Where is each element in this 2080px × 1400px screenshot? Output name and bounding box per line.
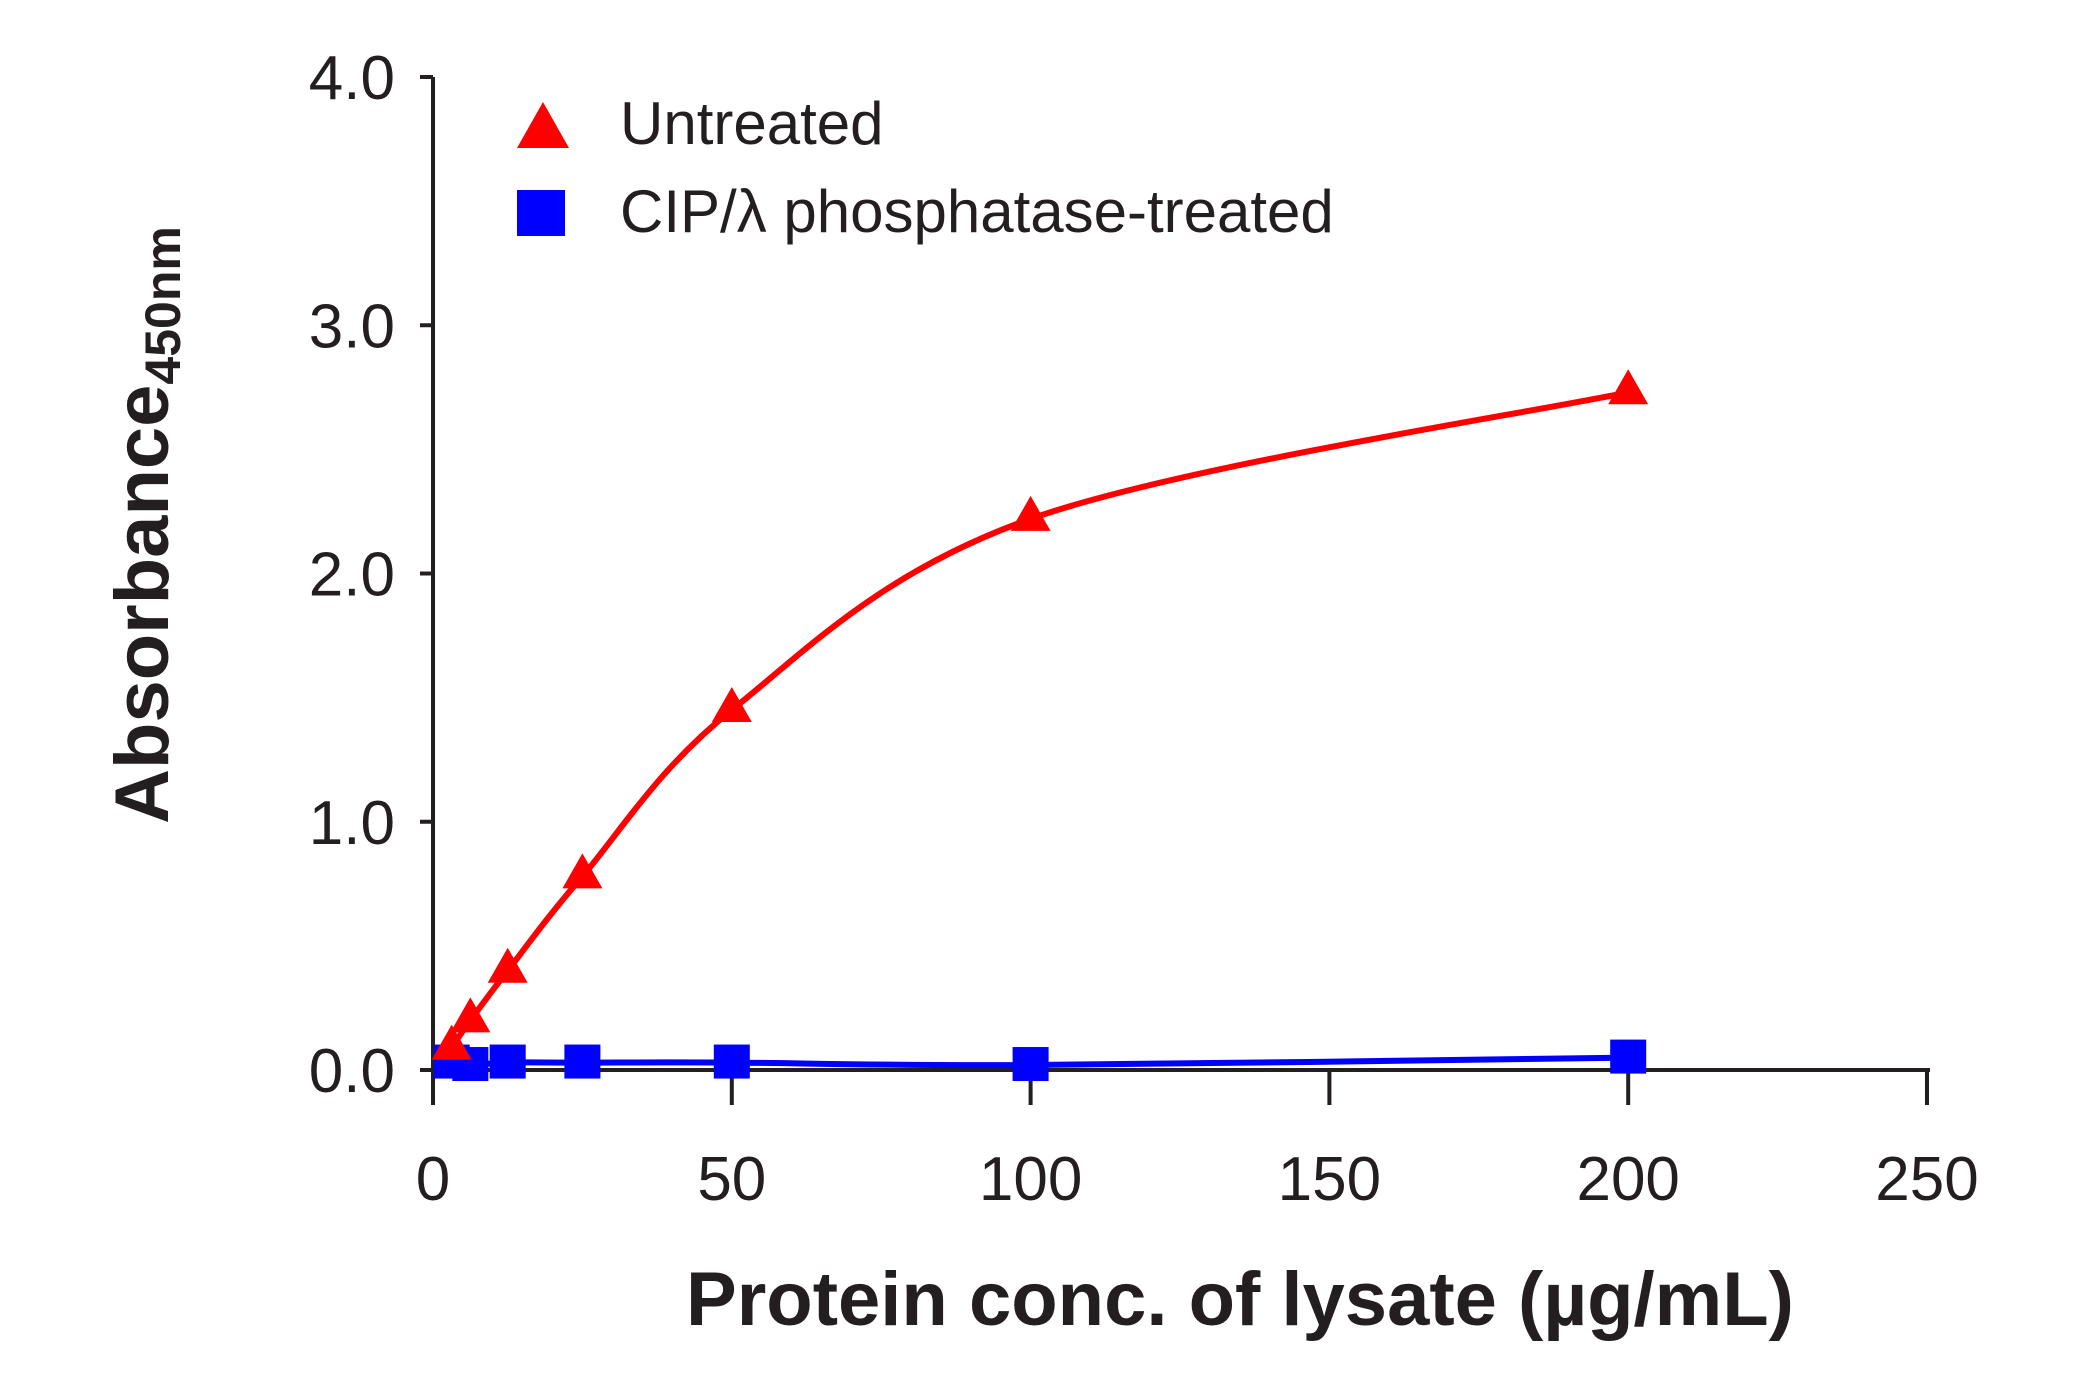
data-point xyxy=(562,853,603,889)
data-point xyxy=(1010,495,1051,531)
x-axis: 0 50 100 150 200 250 xyxy=(416,1068,1979,1214)
legend: Untreated CIP/λ phosphatase-treated xyxy=(517,90,1334,245)
y-tick-label: 4.0 xyxy=(309,44,395,113)
data-point xyxy=(1608,369,1649,405)
x-tick-label: 150 xyxy=(1278,1145,1381,1214)
data-point xyxy=(564,1044,601,1079)
x-tick-label: 100 xyxy=(979,1145,1082,1214)
y-axis-title-subscript: 450nm xyxy=(135,226,191,384)
data-point xyxy=(713,1044,750,1079)
data-point xyxy=(450,997,491,1033)
data-point xyxy=(431,1024,472,1060)
y-tick-label: 3.0 xyxy=(309,292,395,361)
y-tick-label: 0.0 xyxy=(309,1037,395,1106)
series-layer xyxy=(431,369,1649,1082)
data-point xyxy=(487,947,528,983)
y-axis-title: Absorbance450nm xyxy=(100,226,191,824)
data-point xyxy=(711,687,752,723)
y-tick-label: 1.0 xyxy=(309,789,395,858)
legend-marker-phosphatase xyxy=(517,190,565,236)
y-axis: 0.0 1.0 2.0 3.0 4.0 xyxy=(309,44,435,1106)
series-line xyxy=(448,389,1632,1051)
x-tick-label: 0 xyxy=(416,1145,450,1214)
legend-marker-untreated xyxy=(517,102,569,148)
data-point xyxy=(489,1044,526,1079)
y-axis-title-main: Absorbance xyxy=(100,385,185,824)
legend-label-untreated: Untreated xyxy=(620,90,884,157)
data-point xyxy=(1610,1039,1647,1074)
y-tick-label: 2.0 xyxy=(309,541,395,610)
data-point xyxy=(1012,1047,1049,1082)
x-tick-label: 250 xyxy=(1875,1145,1978,1214)
x-tick-label: 200 xyxy=(1576,1145,1679,1214)
legend-label-phosphatase: CIP/λ phosphatase-treated xyxy=(620,178,1334,245)
series-phosphatase-treated xyxy=(433,1039,1647,1082)
x-tick-label: 50 xyxy=(697,1145,766,1214)
series-untreated xyxy=(431,369,1649,1060)
x-axis-title: Protein conc. of lysate (µg/mL) xyxy=(686,1257,1794,1342)
